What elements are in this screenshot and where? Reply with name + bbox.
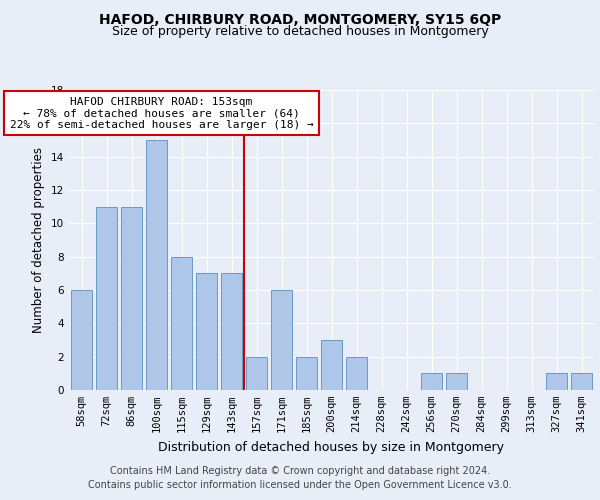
- Bar: [121, 206, 142, 390]
- Bar: [196, 274, 217, 390]
- Text: Size of property relative to detached houses in Montgomery: Size of property relative to detached ho…: [112, 25, 488, 38]
- Bar: [146, 140, 167, 390]
- Bar: [271, 290, 292, 390]
- Bar: [446, 374, 467, 390]
- Text: HAFOD CHIRBURY ROAD: 153sqm
← 78% of detached houses are smaller (64)
22% of sem: HAFOD CHIRBURY ROAD: 153sqm ← 78% of det…: [10, 96, 313, 130]
- Bar: [571, 374, 592, 390]
- Y-axis label: Number of detached properties: Number of detached properties: [32, 147, 46, 333]
- Bar: [296, 356, 317, 390]
- Bar: [221, 274, 242, 390]
- Text: Contains public sector information licensed under the Open Government Licence v3: Contains public sector information licen…: [88, 480, 512, 490]
- X-axis label: Distribution of detached houses by size in Montgomery: Distribution of detached houses by size …: [158, 440, 505, 454]
- Text: HAFOD, CHIRBURY ROAD, MONTGOMERY, SY15 6QP: HAFOD, CHIRBURY ROAD, MONTGOMERY, SY15 6…: [99, 12, 501, 26]
- Bar: [546, 374, 567, 390]
- Bar: [171, 256, 192, 390]
- Bar: [71, 290, 92, 390]
- Bar: [96, 206, 117, 390]
- Bar: [421, 374, 442, 390]
- Bar: [346, 356, 367, 390]
- Text: Contains HM Land Registry data © Crown copyright and database right 2024.: Contains HM Land Registry data © Crown c…: [110, 466, 490, 476]
- Bar: [246, 356, 267, 390]
- Bar: [321, 340, 342, 390]
